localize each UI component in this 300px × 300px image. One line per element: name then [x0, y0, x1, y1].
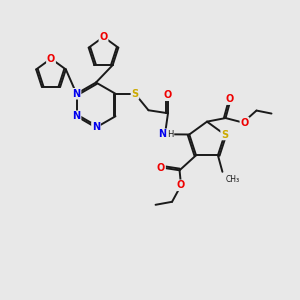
Text: N: N [158, 129, 166, 139]
Text: O: O [47, 54, 55, 64]
Text: O: O [226, 94, 234, 104]
Text: N: N [92, 122, 100, 133]
Text: N: N [73, 111, 81, 121]
Text: O: O [177, 180, 185, 190]
Text: S: S [221, 130, 228, 140]
Text: H: H [167, 130, 174, 139]
Text: CH₃: CH₃ [226, 176, 240, 184]
Text: N: N [73, 89, 81, 99]
Text: O: O [240, 118, 249, 128]
Text: O: O [157, 163, 165, 173]
Text: O: O [99, 32, 108, 42]
Text: S: S [131, 89, 139, 99]
Text: O: O [164, 90, 172, 100]
